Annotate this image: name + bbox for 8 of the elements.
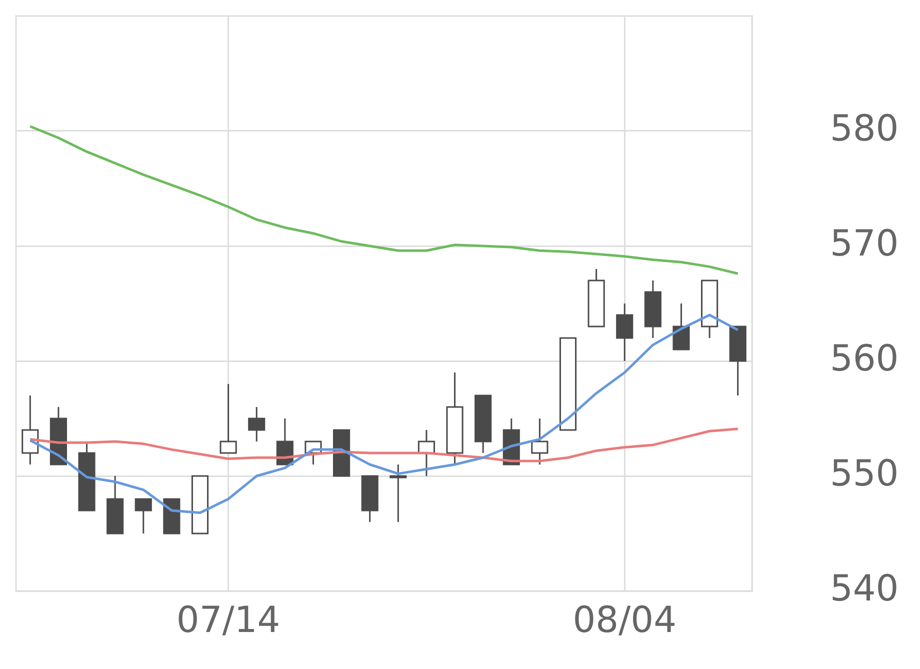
y-tick-label: 550 bbox=[830, 453, 899, 494]
x-tick-label: 07/14 bbox=[176, 600, 280, 641]
y-tick-label: 540 bbox=[830, 568, 899, 610]
candlestick bbox=[446, 372, 464, 466]
x-tick-label: 08/04 bbox=[572, 600, 676, 641]
y-tick-label: 560 bbox=[830, 338, 899, 380]
y-tick-label: 580 bbox=[830, 108, 899, 150]
y-tick-label: 570 bbox=[830, 223, 899, 264]
